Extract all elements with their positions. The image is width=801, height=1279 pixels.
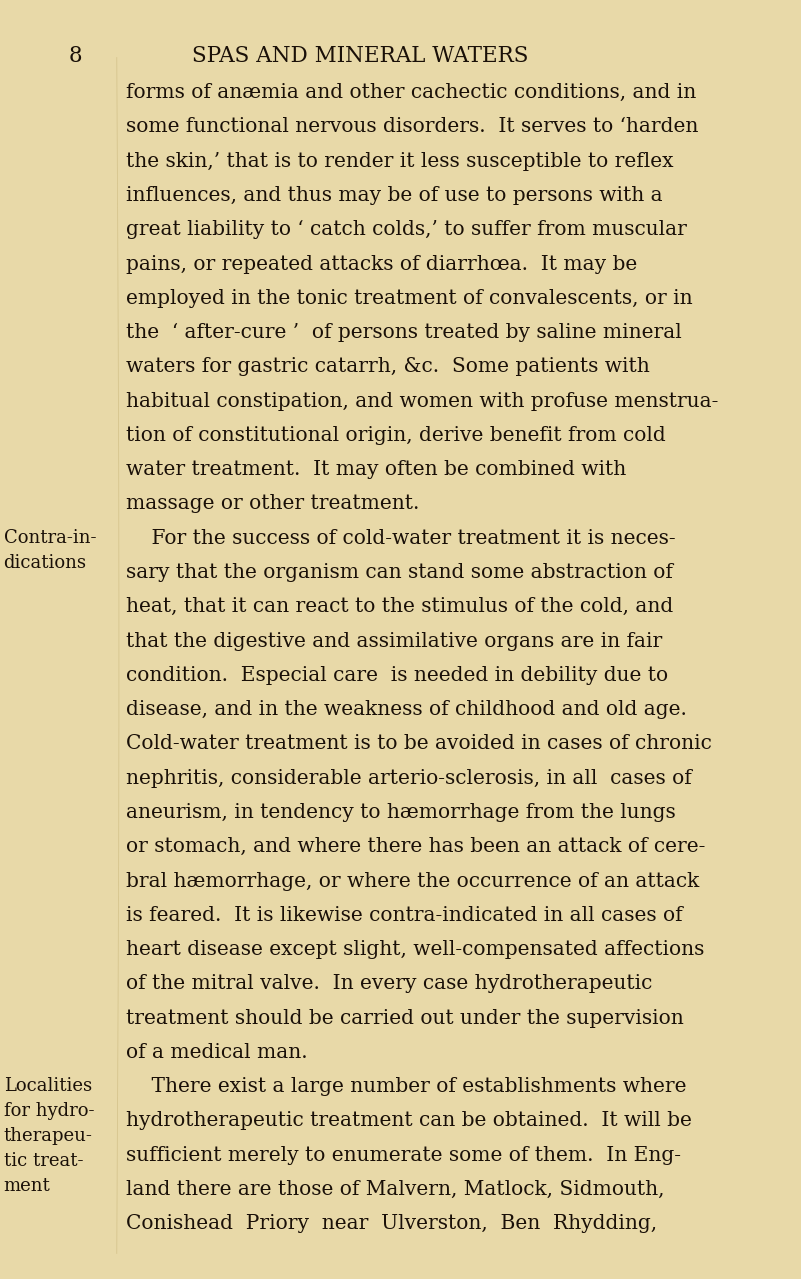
Text: heart disease except slight, well-compensated affections: heart disease except slight, well-compen…: [126, 940, 705, 959]
Text: the skin,’ that is to render it less susceptible to reflex: the skin,’ that is to render it less sus…: [126, 152, 674, 170]
Text: treatment should be carried out under the supervision: treatment should be carried out under th…: [126, 1009, 684, 1027]
Text: Cold-water treatment is to be avoided in cases of chronic: Cold-water treatment is to be avoided in…: [126, 734, 712, 753]
Text: is feared.  It is likewise contra-indicated in all cases of: is feared. It is likewise contra-indicat…: [126, 906, 682, 925]
Text: sary that the organism can stand some abstraction of: sary that the organism can stand some ab…: [126, 563, 673, 582]
Text: or stomach, and where there has been an attack of cere-: or stomach, and where there has been an …: [126, 838, 706, 856]
Text: some functional nervous disorders.  It serves to ‘harden: some functional nervous disorders. It se…: [126, 118, 698, 137]
Text: condition.  Especial care  is needed in debility due to: condition. Especial care is needed in de…: [126, 666, 668, 684]
Text: SPAS AND MINERAL WATERS: SPAS AND MINERAL WATERS: [192, 45, 529, 67]
Text: bral hæmorrhage, or where the occurrence of an attack: bral hæmorrhage, or where the occurrence…: [126, 871, 699, 890]
Text: of the mitral valve.  In every case hydrotherapeutic: of the mitral valve. In every case hydro…: [126, 975, 653, 994]
Text: employed in the tonic treatment of convalescents, or in: employed in the tonic treatment of conva…: [126, 289, 693, 308]
Text: disease, and in the weakness of childhood and old age.: disease, and in the weakness of childhoo…: [126, 700, 687, 719]
Text: massage or other treatment.: massage or other treatment.: [126, 495, 420, 513]
Text: nephritis, considerable arterio-sclerosis, in all  cases of: nephritis, considerable arterio-sclerosi…: [126, 769, 692, 788]
Text: that the digestive and assimilative organs are in fair: that the digestive and assimilative orga…: [126, 632, 662, 651]
Text: forms of anæmia and other cachectic conditions, and in: forms of anæmia and other cachectic cond…: [126, 83, 696, 102]
Text: Localities
for hydro-
therapeu-
tic treat-
ment: Localities for hydro- therapeu- tic trea…: [3, 1077, 94, 1195]
Text: For the success of cold-water treatment it is neces-: For the success of cold-water treatment …: [126, 528, 676, 547]
Text: water treatment.  It may often be combined with: water treatment. It may often be combine…: [126, 460, 626, 480]
Text: heat, that it can react to the stimulus of the cold, and: heat, that it can react to the stimulus …: [126, 597, 674, 616]
Text: of a medical man.: of a medical man.: [126, 1042, 308, 1062]
Text: Contra-in-
dications: Contra-in- dications: [3, 528, 96, 572]
Text: great liability to ‘ catch colds,’ to suffer from muscular: great liability to ‘ catch colds,’ to su…: [126, 220, 687, 239]
Text: the  ‘ after-cure ’  of persons treated by saline mineral: the ‘ after-cure ’ of persons treated by…: [126, 324, 682, 343]
Text: habitual constipation, and women with profuse menstrua-: habitual constipation, and women with pr…: [126, 391, 718, 411]
Text: land there are those of Malvern, Matlock, Sidmouth,: land there are those of Malvern, Matlock…: [126, 1181, 665, 1198]
Text: There exist a large number of establishments where: There exist a large number of establishm…: [126, 1077, 686, 1096]
Text: sufficient merely to enumerate some of them.  In Eng-: sufficient merely to enumerate some of t…: [126, 1146, 681, 1165]
Text: waters for gastric catarrh, &c.  Some patients with: waters for gastric catarrh, &c. Some pat…: [126, 357, 650, 376]
Text: aneurism, in tendency to hæmorrhage from the lungs: aneurism, in tendency to hæmorrhage from…: [126, 803, 676, 822]
Text: hydrotherapeutic treatment can be obtained.  It will be: hydrotherapeutic treatment can be obtain…: [126, 1111, 692, 1131]
Text: 8: 8: [68, 45, 82, 67]
Text: tion of constitutional origin, derive benefit from cold: tion of constitutional origin, derive be…: [126, 426, 666, 445]
Text: influences, and thus may be of use to persons with a: influences, and thus may be of use to pe…: [126, 185, 662, 205]
Text: Conishead  Priory  near  Ulverston,  Ben  Rhydding,: Conishead Priory near Ulverston, Ben Rhy…: [126, 1214, 658, 1233]
Text: pains, or repeated attacks of diarrhœa.  It may be: pains, or repeated attacks of diarrhœa. …: [126, 255, 638, 274]
